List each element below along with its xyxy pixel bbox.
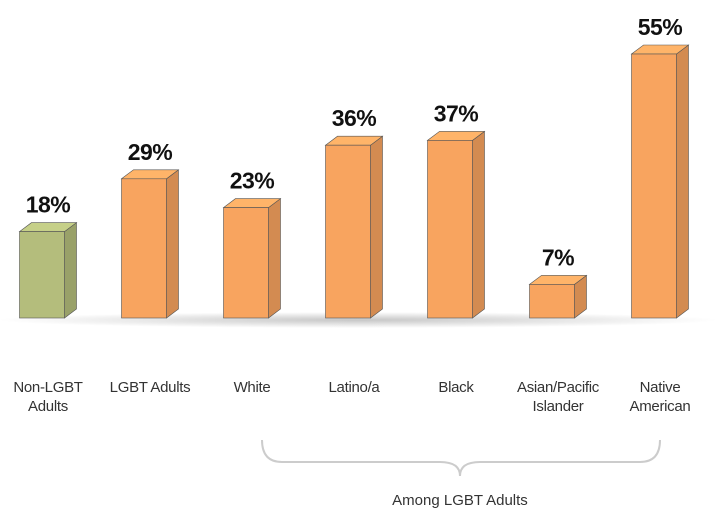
value-label: 29% (128, 139, 173, 165)
bar-side (268, 198, 281, 319)
bar (631, 53, 677, 319)
value-label: 18% (26, 192, 71, 218)
bar (19, 231, 65, 319)
value-label: 55% (638, 14, 683, 40)
value-label: 23% (230, 168, 275, 194)
value-label: 36% (332, 105, 377, 131)
x-tick-label: Native American (629, 379, 691, 415)
bar-side (64, 222, 77, 319)
bar-side (472, 130, 485, 319)
bar-side (370, 135, 383, 319)
bracket (261, 439, 661, 477)
bar (325, 144, 371, 319)
x-tick-label: White (233, 379, 271, 396)
value-label: 37% (434, 100, 479, 126)
x-tick-label: Non-LGBT Adults (13, 379, 83, 415)
x-tick-label: LGBT Adults (109, 379, 191, 396)
bar (121, 178, 167, 319)
bar-side (166, 169, 179, 319)
bar (223, 207, 269, 319)
x-tick-label: Latino/a (328, 379, 380, 396)
x-tick-label: Asian/Pacific Islander (517, 379, 599, 415)
bar (529, 284, 575, 319)
value-label: 7% (542, 244, 574, 270)
annotation: Among LGBT Adults (392, 492, 528, 509)
bar (427, 140, 473, 319)
x-tick-label: Black (438, 379, 474, 396)
bar-side (676, 44, 689, 319)
